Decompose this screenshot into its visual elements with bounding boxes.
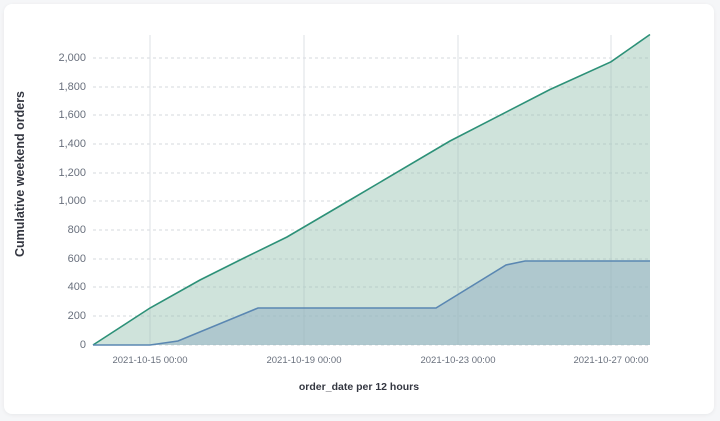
svg-text:2021-10-15 00:00: 2021-10-15 00:00 — [112, 355, 187, 366]
svg-text:400: 400 — [68, 281, 86, 293]
svg-text:2021-10-19 00:00: 2021-10-19 00:00 — [266, 355, 341, 366]
svg-text:1,600: 1,600 — [58, 109, 86, 121]
svg-text:800: 800 — [68, 224, 86, 236]
svg-text:1,800: 1,800 — [58, 81, 86, 93]
svg-text:2021-10-27 00:00: 2021-10-27 00:00 — [573, 355, 648, 366]
svg-text:2021-10-23 00:00: 2021-10-23 00:00 — [420, 355, 495, 366]
svg-text:600: 600 — [68, 253, 86, 265]
svg-text:0: 0 — [80, 339, 86, 351]
svg-text:1,000: 1,000 — [58, 195, 86, 207]
svg-text:2,000: 2,000 — [58, 52, 86, 64]
svg-text:200: 200 — [68, 310, 86, 322]
svg-text:1,200: 1,200 — [58, 167, 86, 179]
svg-text:1,400: 1,400 — [58, 138, 86, 150]
